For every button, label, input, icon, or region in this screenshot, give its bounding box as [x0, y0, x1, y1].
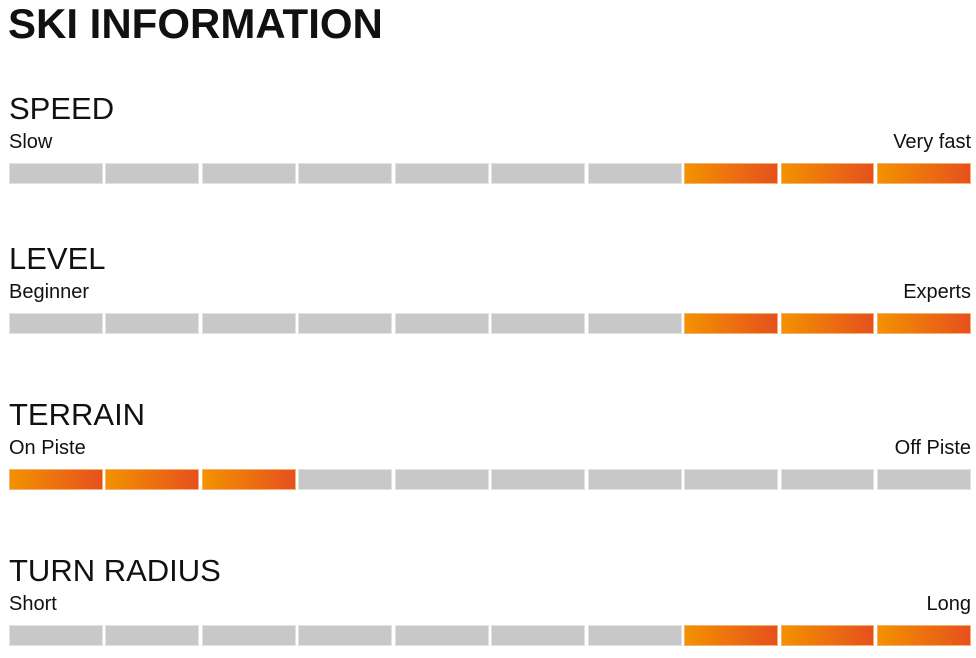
segment-empty: [491, 163, 586, 184]
scale-low-label: Short: [9, 593, 57, 615]
segment-empty: [394, 625, 489, 646]
segment-empty: [298, 469, 393, 490]
rating-bar: [9, 163, 971, 184]
segment-filled: [684, 163, 779, 184]
segment-empty: [9, 163, 103, 184]
segment-empty: [105, 163, 200, 184]
segment-filled: [201, 469, 296, 490]
scale-title: TURN RADIUS: [9, 553, 221, 588]
segment-empty: [491, 313, 586, 334]
segment-filled: [9, 469, 103, 490]
segment-filled: [780, 625, 875, 646]
scale-title: TERRAIN: [9, 397, 146, 432]
segment-filled: [780, 313, 875, 334]
scale-high-label: Very fast: [893, 131, 971, 153]
segment-empty: [587, 163, 682, 184]
segment-empty: [587, 313, 682, 334]
segment-empty: [201, 163, 296, 184]
segment-filled: [877, 313, 971, 334]
scale-title: SPEED: [9, 91, 115, 126]
scale-low-label: Slow: [9, 131, 53, 153]
scale-high-label: Off Piste: [894, 437, 971, 459]
segment-empty: [394, 313, 489, 334]
segment-filled: [684, 625, 779, 646]
segment-empty: [9, 625, 103, 646]
segment-filled: [877, 625, 971, 646]
segment-empty: [9, 313, 103, 334]
segment-empty: [587, 469, 682, 490]
page-title: SKI INFORMATION: [8, 0, 383, 47]
segment-filled: [877, 163, 971, 184]
segment-empty: [394, 469, 489, 490]
scale-low-label: On Piste: [9, 437, 86, 459]
rating-bar: [9, 625, 971, 646]
segment-filled: [780, 163, 875, 184]
segment-empty: [491, 469, 586, 490]
segment-empty: [587, 625, 682, 646]
scale-high-label: Experts: [903, 281, 971, 303]
segment-empty: [491, 625, 586, 646]
segment-filled: [684, 313, 779, 334]
rating-bar: [9, 469, 971, 490]
rating-bar: [9, 313, 971, 334]
scale-title: LEVEL: [9, 241, 106, 276]
segment-empty: [105, 313, 200, 334]
segment-empty: [201, 313, 296, 334]
segment-empty: [394, 163, 489, 184]
segment-empty: [298, 625, 393, 646]
segment-filled: [105, 469, 200, 490]
segment-empty: [298, 163, 393, 184]
segment-empty: [201, 625, 296, 646]
segment-empty: [298, 313, 393, 334]
segment-empty: [877, 469, 971, 490]
segment-empty: [105, 625, 200, 646]
segment-empty: [684, 469, 779, 490]
segment-empty: [780, 469, 875, 490]
scale-low-label: Beginner: [9, 281, 90, 303]
scale-high-label: Long: [926, 593, 972, 615]
